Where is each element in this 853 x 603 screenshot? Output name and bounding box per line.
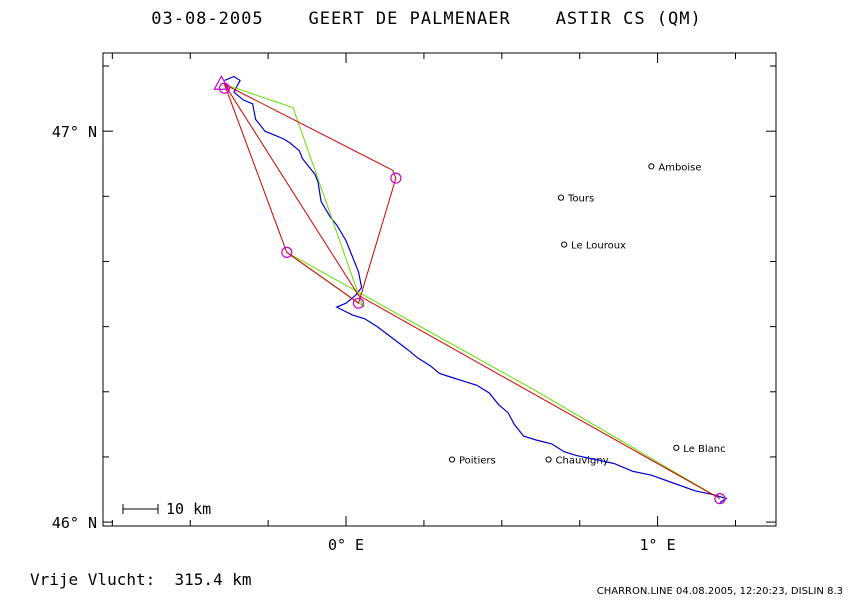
start-marker — [213, 75, 230, 90]
turnpoint-circle — [281, 246, 293, 258]
turnpoint-markers — [218, 82, 726, 505]
city-label: Tours — [567, 194, 594, 205]
free-flight-distance: Vrije Vlucht: 315.4 km — [30, 570, 252, 589]
credits-line: CHARRON.LINE 04.08.2005, 12:20:23, DISLI… — [596, 586, 843, 597]
city-dot — [557, 194, 565, 201]
city-label: Le Blanc — [683, 444, 725, 455]
city-dot — [561, 241, 568, 248]
city-label: Poitiers — [459, 456, 496, 467]
turnpoint-circle — [714, 493, 726, 505]
city-label: Chauvigny — [556, 456, 609, 467]
city-markers: Amboise Tours Le Louroux Poitiers Chauvigny L… — [448, 162, 726, 467]
axis-labels: 0° E 1° E 47° N 46° N — [52, 123, 676, 554]
scale-bar-label: 10 km — [166, 500, 211, 518]
lon-tick-label: 1° E — [640, 536, 676, 554]
lat-tick-label: 47° N — [52, 123, 97, 141]
page-title: 03-08-2005 GEERT DE PALMENAER ASTIR CS (… — [151, 9, 702, 29]
map-frame — [102, 52, 777, 527]
city-label: Amboise — [658, 162, 701, 173]
task-route-green — [224, 83, 721, 500]
city-dot — [673, 444, 680, 451]
lon-tick-label: 0° E — [328, 536, 364, 554]
turnpoint-circle — [390, 172, 402, 184]
turnpoint-circle — [352, 297, 365, 309]
axis-ticks — [103, 53, 776, 526]
lat-tick-label: 46° N — [52, 514, 97, 532]
city-dot — [648, 163, 655, 170]
distance-label: Vrije Vlucht: — [30, 570, 156, 589]
task-route-red — [223, 83, 721, 500]
distance-value: 315.4 km — [174, 570, 252, 589]
scale-bar: 10 km — [122, 500, 211, 518]
city-label: Le Louroux — [571, 241, 626, 252]
flight-track — [224, 75, 728, 504]
city-dot — [545, 456, 552, 463]
city-dot — [448, 456, 456, 463]
